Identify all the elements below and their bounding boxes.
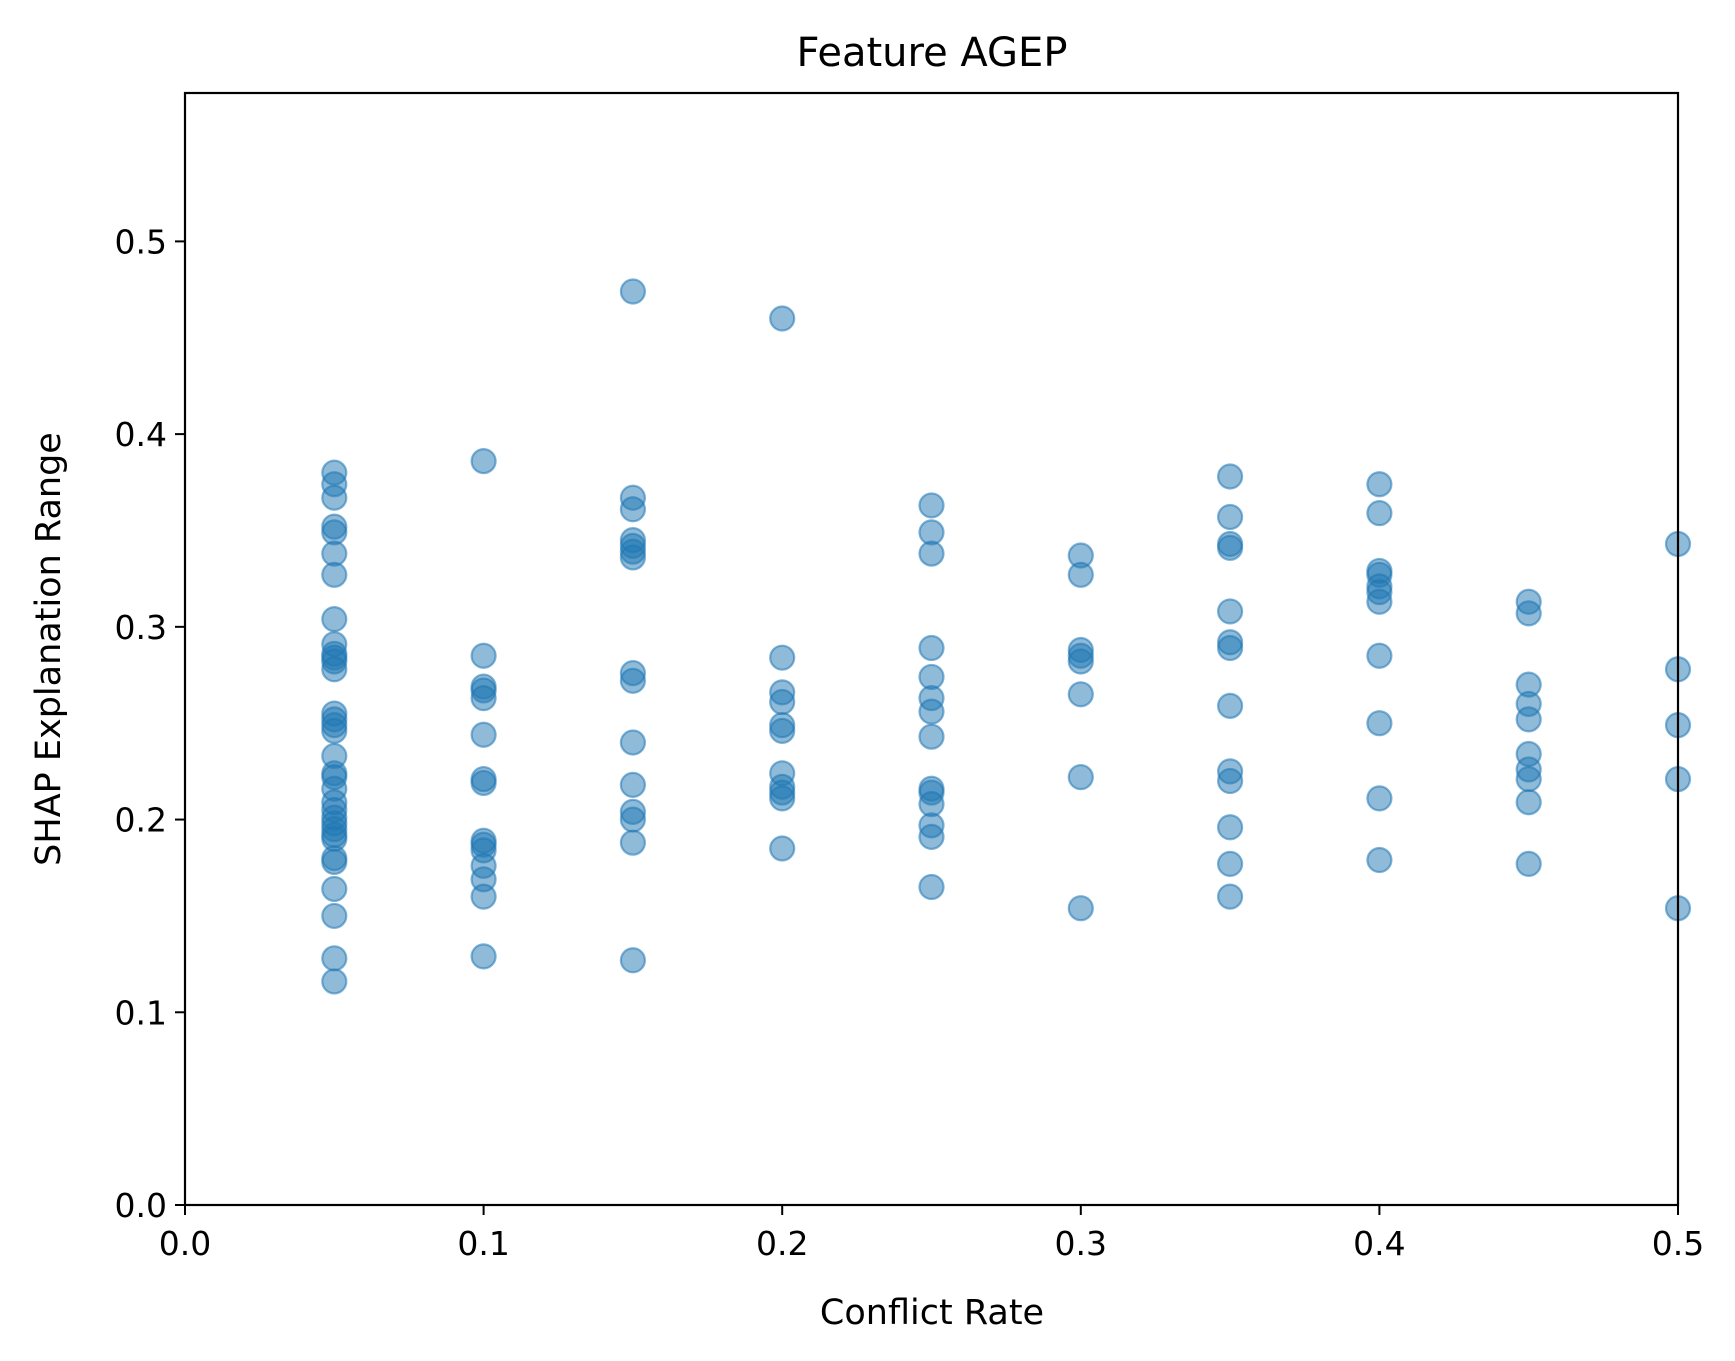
- data-point: [1366, 500, 1393, 527]
- y-tick-label: 0.3: [115, 608, 167, 647]
- data-point: [470, 943, 497, 970]
- data-point: [769, 644, 796, 671]
- data-point: [619, 947, 647, 974]
- data-point: [619, 496, 647, 523]
- data-point: [619, 544, 647, 571]
- y-tick-label: 0.5: [115, 222, 167, 261]
- data-point: [1515, 706, 1542, 733]
- y-tick-label: 0.1: [115, 993, 167, 1032]
- data-point: [1366, 710, 1393, 737]
- data-point: [769, 835, 796, 862]
- data-point: [321, 875, 348, 903]
- data-point: [1366, 588, 1393, 615]
- data-point: [1216, 598, 1244, 625]
- x-tick-label: 0.2: [756, 1224, 808, 1263]
- y-axis: 0.0 0.1 0.2 0.3 0.4 0.5: [115, 222, 185, 1225]
- data-point: [321, 945, 348, 972]
- data-point: [321, 484, 348, 511]
- data-point: [470, 642, 497, 669]
- data-point: [321, 968, 348, 995]
- data-point: [1216, 767, 1244, 795]
- data-point: [1216, 883, 1244, 910]
- data-point: [1067, 648, 1094, 675]
- x-tick-label: 0.3: [1055, 1224, 1107, 1263]
- data-point: [619, 829, 647, 856]
- data-point: [321, 717, 348, 745]
- y-tick-label: 0.4: [115, 415, 167, 454]
- data-point: [1366, 785, 1393, 812]
- data-point: [470, 769, 497, 797]
- data-point: [1366, 642, 1393, 669]
- data-point: [1067, 561, 1094, 588]
- x-tick-label: 0.4: [1353, 1224, 1405, 1263]
- data-point: [1067, 895, 1094, 922]
- data-point: [1216, 503, 1244, 531]
- data-point: [321, 848, 348, 876]
- y-tick-label: 0.0: [115, 1186, 167, 1225]
- data-point: [1216, 814, 1244, 841]
- data-point: [769, 688, 796, 716]
- data-point: [619, 729, 647, 756]
- data-point: [918, 492, 945, 519]
- data-point: [1216, 692, 1244, 719]
- data-point: [1515, 789, 1542, 816]
- data-point: [619, 667, 647, 694]
- data-point: [1067, 764, 1094, 791]
- data-point: [769, 717, 796, 745]
- data-point: [918, 540, 945, 567]
- data-point: [619, 771, 647, 798]
- data-point: [470, 721, 497, 748]
- data-point: [918, 634, 945, 662]
- data-point: [470, 883, 497, 910]
- data-point: [1515, 850, 1542, 877]
- data-point: [769, 785, 796, 812]
- x-tick-label: 0.5: [1652, 1224, 1704, 1263]
- data-point: [918, 698, 945, 725]
- x-tick-label: 0.1: [457, 1224, 509, 1263]
- data-point: [1216, 463, 1244, 490]
- data-point: [1515, 600, 1542, 627]
- data-point: [918, 873, 945, 901]
- chart-title: Feature AGEP: [797, 30, 1068, 76]
- data-point: [1366, 471, 1393, 498]
- data-point: [619, 806, 647, 833]
- data-point: [1067, 681, 1094, 708]
- data-point: [1366, 846, 1393, 874]
- y-axis-label: SHAP Explanation Range: [29, 432, 69, 866]
- data-point: [1515, 765, 1542, 793]
- data-points: [321, 278, 1692, 995]
- data-point: [1216, 534, 1244, 561]
- y-tick-label: 0.2: [115, 801, 167, 840]
- data-point: [918, 723, 945, 750]
- data-point: [470, 685, 497, 712]
- data-point: [321, 656, 348, 683]
- data-point: [619, 278, 647, 305]
- x-tick-label: 0.0: [159, 1224, 211, 1263]
- plot-frame: [183, 91, 1680, 1207]
- data-point: [1216, 634, 1244, 662]
- data-point: [470, 447, 497, 475]
- data-point: [321, 902, 348, 930]
- data-point: [1216, 850, 1244, 877]
- data-point: [321, 606, 348, 633]
- x-axis-label: Conflict Rate: [820, 1293, 1044, 1333]
- x-axis: 0.0 0.1 0.2 0.3 0.4 0.5: [159, 1205, 1704, 1263]
- data-point: [769, 305, 796, 332]
- data-point: [918, 823, 945, 851]
- data-point: [321, 561, 348, 588]
